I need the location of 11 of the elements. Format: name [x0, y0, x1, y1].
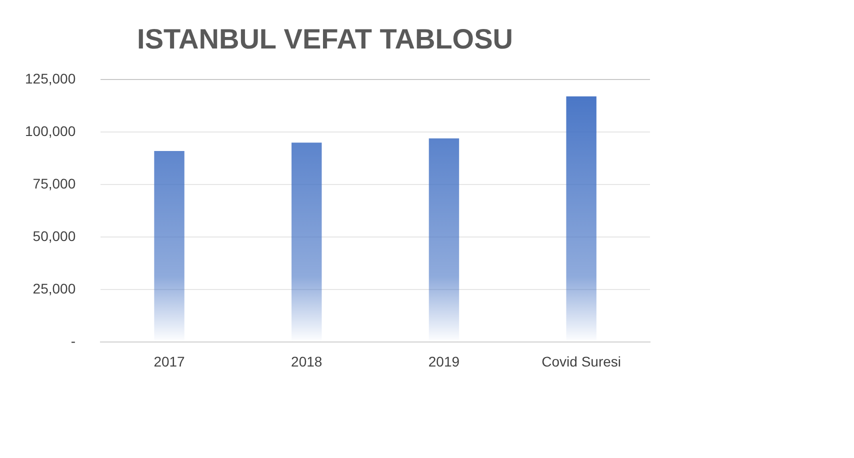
y-tick-label: 25,000: [32, 280, 76, 297]
x-tick-label: Covid Suresi: [542, 353, 622, 370]
y-tick-label: -: [70, 333, 76, 350]
y-tick-label: 50,000: [32, 228, 76, 244]
x-tick-label: 2017: [154, 353, 186, 370]
chart-title: ISTANBUL VEFAT TABLOSU: [137, 24, 513, 55]
y-tick-label: 75,000: [32, 176, 76, 192]
x-tick-label: 2019: [428, 353, 460, 370]
y-tick-label: 125,000: [24, 70, 76, 86]
y-tick-label: 100,000: [24, 122, 76, 139]
x-tick-label: 2018: [291, 353, 322, 370]
